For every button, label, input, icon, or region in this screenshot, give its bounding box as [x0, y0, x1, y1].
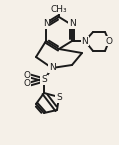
- Text: O: O: [106, 37, 112, 46]
- Text: O: O: [23, 71, 30, 80]
- Text: N: N: [69, 19, 75, 29]
- Text: N: N: [82, 37, 88, 46]
- Text: N: N: [43, 19, 49, 29]
- Text: S: S: [56, 94, 62, 103]
- Text: N: N: [49, 64, 55, 72]
- Text: O: O: [23, 79, 30, 88]
- Text: CH₃: CH₃: [51, 4, 67, 13]
- Text: S: S: [41, 76, 47, 85]
